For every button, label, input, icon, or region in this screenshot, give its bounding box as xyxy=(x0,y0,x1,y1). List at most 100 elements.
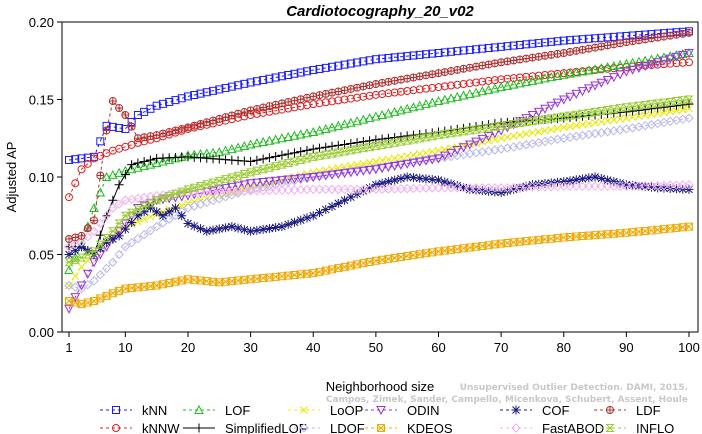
data-point xyxy=(240,79,249,88)
data-point xyxy=(634,101,644,110)
data-point xyxy=(120,211,131,220)
data-point xyxy=(447,47,456,56)
data-point xyxy=(389,184,400,194)
y-tick-label: 0.00 xyxy=(29,325,54,340)
legend-label: kNN xyxy=(142,403,167,418)
data-point xyxy=(571,110,581,119)
chart-title: Cardiotocography_20_v02 xyxy=(286,3,474,20)
data-point xyxy=(101,211,112,221)
data-point xyxy=(458,183,469,193)
data-point xyxy=(252,225,262,235)
data-point xyxy=(315,91,324,100)
data-point xyxy=(358,114,369,124)
data-point xyxy=(277,185,287,195)
data-point xyxy=(133,233,143,244)
data-point xyxy=(140,215,149,224)
data-point xyxy=(364,166,375,176)
data-point xyxy=(496,82,506,92)
data-point xyxy=(627,181,638,191)
data-point xyxy=(409,86,418,95)
data-point xyxy=(421,133,431,142)
data-point xyxy=(390,154,399,163)
data-point xyxy=(458,127,469,136)
data-point xyxy=(609,116,618,124)
data-point xyxy=(339,184,350,195)
data-point xyxy=(502,120,513,129)
data-point xyxy=(653,183,663,193)
data-point xyxy=(214,187,225,197)
x-tick-label: 60 xyxy=(431,340,445,355)
data-point xyxy=(678,105,687,114)
data-point xyxy=(508,119,519,128)
data-point xyxy=(120,224,130,234)
data-point xyxy=(602,75,613,86)
data-point xyxy=(101,233,112,242)
data-point xyxy=(114,227,124,237)
data-point xyxy=(402,103,413,113)
data-point xyxy=(308,211,318,221)
data-point xyxy=(685,58,693,67)
data-point xyxy=(446,93,456,103)
data-point xyxy=(390,53,399,62)
data-point xyxy=(540,73,550,83)
data-point xyxy=(439,94,450,104)
data-point xyxy=(245,139,256,149)
data-point xyxy=(609,105,619,114)
data-point xyxy=(383,177,393,187)
data-point xyxy=(565,92,575,102)
x-tick-label: 50 xyxy=(369,340,383,355)
data-point xyxy=(433,183,444,193)
data-point xyxy=(566,122,574,131)
data-point xyxy=(447,66,456,75)
data-point xyxy=(340,60,349,69)
data-point xyxy=(552,181,563,192)
data-point xyxy=(296,215,306,225)
data-point xyxy=(271,223,281,233)
data-point xyxy=(527,180,537,190)
data-point xyxy=(490,183,500,193)
data-point xyxy=(465,79,474,88)
data-point xyxy=(427,174,437,184)
data-point xyxy=(333,140,343,150)
data-point xyxy=(283,149,293,159)
data-point xyxy=(315,208,325,218)
data-point xyxy=(353,93,362,102)
data-point xyxy=(252,104,261,113)
data-point xyxy=(490,83,500,93)
data-point xyxy=(114,167,124,177)
data-point xyxy=(214,224,224,234)
data-point xyxy=(358,186,368,196)
data-point xyxy=(377,140,387,149)
legend-label: LDF xyxy=(636,403,661,418)
data-point xyxy=(634,181,644,191)
data-point xyxy=(464,140,475,150)
data-point xyxy=(226,144,237,154)
data-point xyxy=(459,64,468,73)
data-point xyxy=(671,52,682,62)
data-point xyxy=(440,177,450,187)
data-point xyxy=(321,89,330,98)
data-point xyxy=(572,35,581,44)
data-point xyxy=(484,76,493,85)
data-point xyxy=(283,175,294,185)
data-point xyxy=(408,102,419,112)
data-point xyxy=(364,113,375,123)
data-point xyxy=(284,97,293,106)
data-point xyxy=(108,169,118,179)
data-point xyxy=(458,143,469,153)
data-point xyxy=(309,100,318,109)
data-point xyxy=(415,150,424,158)
legend-marker xyxy=(300,406,308,414)
data-point xyxy=(591,118,599,127)
data-point xyxy=(314,172,325,182)
data-point xyxy=(521,77,532,87)
data-point xyxy=(459,80,468,88)
data-point xyxy=(421,71,430,80)
data-point xyxy=(534,39,543,48)
data-point xyxy=(277,176,287,186)
data-point xyxy=(389,161,400,172)
data-point xyxy=(114,249,124,260)
data-point xyxy=(371,55,380,64)
data-point xyxy=(458,90,469,100)
data-point xyxy=(471,137,481,147)
